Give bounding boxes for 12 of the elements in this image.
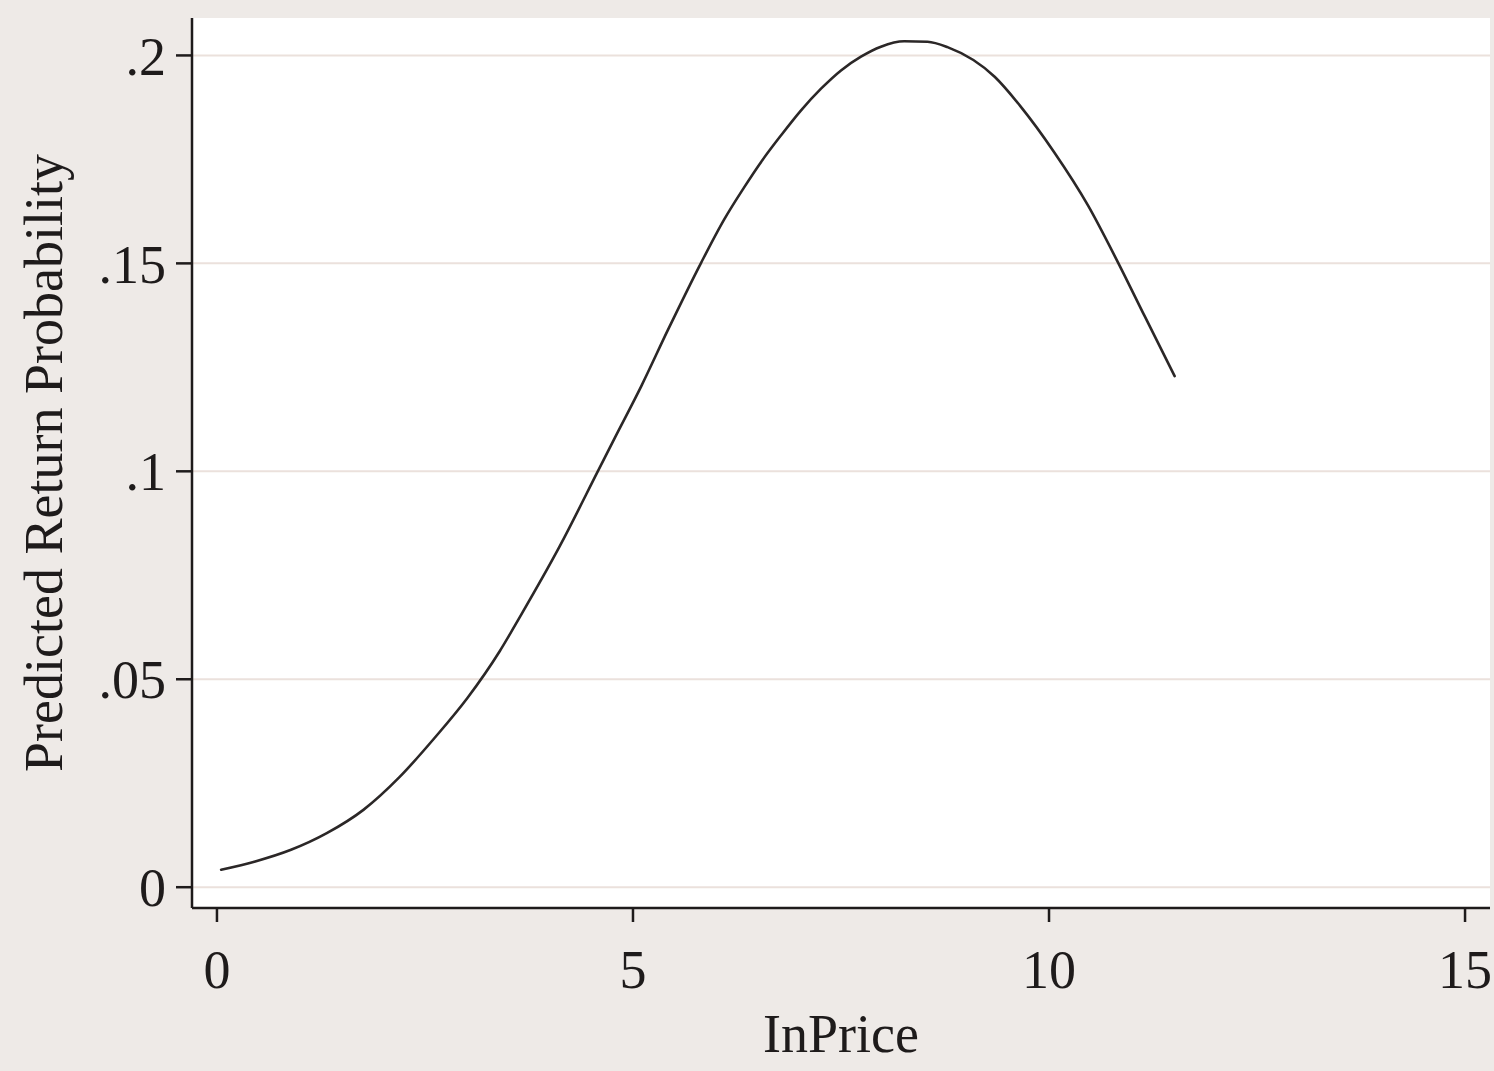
- x-tick-label: 10: [1022, 940, 1077, 1001]
- x-tick-label: 15: [1438, 940, 1493, 1001]
- y-tick-label: .1: [125, 442, 166, 503]
- x-axis-title: InPrice: [763, 1004, 919, 1064]
- line-series: [219, 39, 1176, 872]
- y-tick-label: .05: [98, 650, 166, 711]
- y-tick-label: .15: [98, 234, 166, 295]
- x-tick-label: 5: [619, 940, 647, 1001]
- y-tick-label: .2: [125, 26, 166, 87]
- y-axis-title: Predicted Return Probability: [14, 154, 74, 772]
- x-tick-label: 0: [203, 940, 231, 1001]
- y-tick-label: 0: [139, 858, 166, 919]
